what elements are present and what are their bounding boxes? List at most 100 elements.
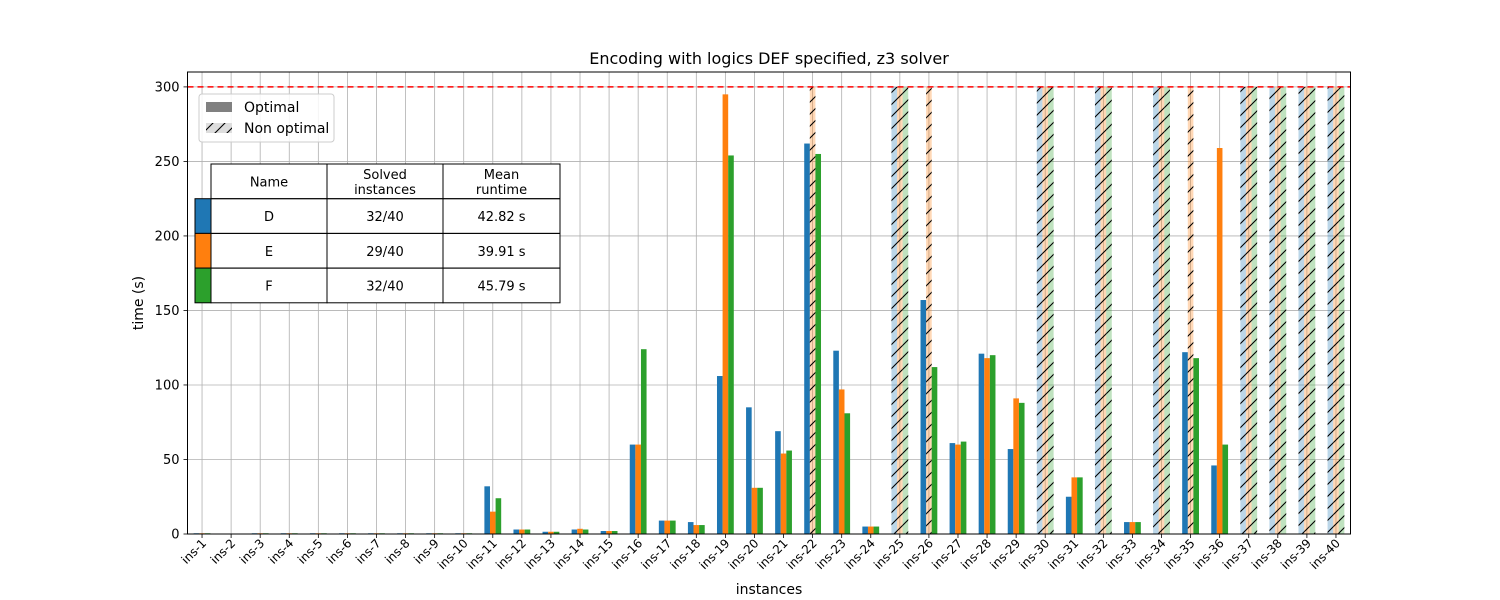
bar-D-ins-26 xyxy=(920,300,927,534)
bar-E-ins-37 xyxy=(1245,86,1252,534)
bar-F-ins-38 xyxy=(1280,86,1287,534)
bar-fill xyxy=(786,450,792,534)
bar-F-ins-34 xyxy=(1164,86,1170,534)
legend-frame xyxy=(198,93,335,143)
bar-E-ins-33 xyxy=(1129,522,1136,534)
bar-fill xyxy=(1211,465,1217,534)
legend-non-optimal-swatch xyxy=(206,123,232,133)
table-header-line: instances xyxy=(354,183,416,198)
bar-D-ins-21 xyxy=(775,431,781,534)
x-tick-label: ins-18 xyxy=(668,536,704,572)
bar-fill xyxy=(484,486,490,534)
bar-F-ins-16 xyxy=(640,349,647,534)
bar-fill xyxy=(519,529,525,534)
table-header-line: Name xyxy=(250,175,288,190)
bar-fill xyxy=(780,453,787,534)
bar-E-ins-30 xyxy=(1042,86,1049,534)
bar-fill xyxy=(1193,358,1199,534)
legend: Optimal Non optimal xyxy=(198,93,335,143)
bar-fill xyxy=(1013,398,1019,534)
table-cell-text: 32/40 xyxy=(366,210,403,225)
bar-E-ins-39 xyxy=(1304,86,1310,534)
bar-hatch xyxy=(1153,86,1159,534)
table-cell-text: 29/40 xyxy=(366,245,403,260)
bar-E-ins-16 xyxy=(635,444,641,534)
bar-fill xyxy=(1071,477,1078,534)
bar-F-ins-11 xyxy=(495,498,502,534)
bar-fill xyxy=(728,155,734,534)
y-tick-label: 100 xyxy=(155,378,180,393)
bar-D-ins-14 xyxy=(571,529,578,534)
bar-E-ins-34 xyxy=(1158,86,1165,534)
bar-F-ins-39 xyxy=(1309,86,1316,534)
y-tick-label: 200 xyxy=(155,229,180,244)
bar-F-ins-23 xyxy=(844,413,851,534)
bar-hatch xyxy=(1304,86,1310,534)
x-tick-label: ins-31 xyxy=(1045,536,1081,572)
table-cell-text: 45.79 s xyxy=(477,279,525,294)
x-tick-label: ins-34 xyxy=(1133,536,1169,572)
bar-fill xyxy=(1182,352,1188,534)
bar-hatch xyxy=(926,86,932,534)
x-tick-label: ins-37 xyxy=(1220,536,1256,572)
bar-hatch xyxy=(1106,86,1112,534)
x-tick-label: ins-40 xyxy=(1307,536,1343,572)
x-tick-label: ins-1 xyxy=(179,536,210,567)
bar-fill xyxy=(1222,444,1229,534)
bar-D-ins-29 xyxy=(1007,449,1014,534)
table-cell-text: 39.91 s xyxy=(477,245,525,260)
bar-fill xyxy=(600,531,607,534)
x-tick-label: ins-11 xyxy=(464,536,500,572)
x-tick-label: ins-24 xyxy=(842,536,878,572)
bar-E-ins-15 xyxy=(606,531,612,534)
bar-E-ins-38 xyxy=(1275,86,1281,534)
bar-fill xyxy=(920,300,927,534)
bar-D-ins-19 xyxy=(716,376,723,534)
bar-F-ins-24 xyxy=(873,526,880,534)
bar-F-ins-19 xyxy=(728,155,734,534)
bar-D-ins-38 xyxy=(1269,86,1276,534)
bar-fill xyxy=(687,522,694,534)
bar-fill xyxy=(722,94,729,535)
bar-F-ins-33 xyxy=(1135,522,1141,534)
bar-hatch xyxy=(1309,86,1316,534)
bar-fill xyxy=(606,531,612,534)
legend-non-optimal-label: Non optimal xyxy=(244,121,329,137)
bar-fill xyxy=(635,444,641,534)
bar-D-ins-15 xyxy=(600,531,607,534)
bar-E-ins-31 xyxy=(1071,477,1078,534)
bar-F-ins-15 xyxy=(611,531,618,534)
x-tick-label: ins-10 xyxy=(435,536,471,572)
bar-hatch xyxy=(809,86,816,534)
table-cell-text: D xyxy=(264,210,274,225)
bar-hatch xyxy=(891,86,898,534)
bar-E-ins-20 xyxy=(751,487,758,534)
table-color-swatch xyxy=(194,198,212,234)
bar-E-ins-24 xyxy=(867,526,874,534)
bar-hatch xyxy=(1164,86,1170,534)
bar-D-ins-32 xyxy=(1094,86,1101,534)
x-tick-label: ins-21 xyxy=(755,536,791,572)
bar-hatch xyxy=(1042,86,1049,534)
bar-D-ins-31 xyxy=(1065,496,1072,534)
x-tick-label: ins-39 xyxy=(1278,536,1314,572)
bar-fill xyxy=(716,376,723,534)
bar-hatch xyxy=(1275,86,1281,534)
bar-E-ins-11 xyxy=(489,511,496,534)
bar-F-ins-18 xyxy=(699,525,705,534)
bar-F-ins-12 xyxy=(524,529,531,534)
bar-D-ins-17 xyxy=(658,520,665,534)
x-tick-label: ins-30 xyxy=(1016,536,1052,572)
x-tick-label: ins-32 xyxy=(1075,536,1111,572)
x-tick-label: ins-20 xyxy=(726,536,762,572)
bar-fill xyxy=(844,413,851,534)
table-cell xyxy=(442,267,561,304)
bar-fill xyxy=(873,526,880,534)
bar-D-ins-12 xyxy=(513,529,520,534)
table-cell-text: 32/40 xyxy=(366,279,403,294)
x-tick-label: ins-27 xyxy=(929,536,965,572)
bar-fill xyxy=(489,511,496,534)
bar-hatch xyxy=(1158,86,1165,534)
bar-fill xyxy=(1018,402,1025,534)
